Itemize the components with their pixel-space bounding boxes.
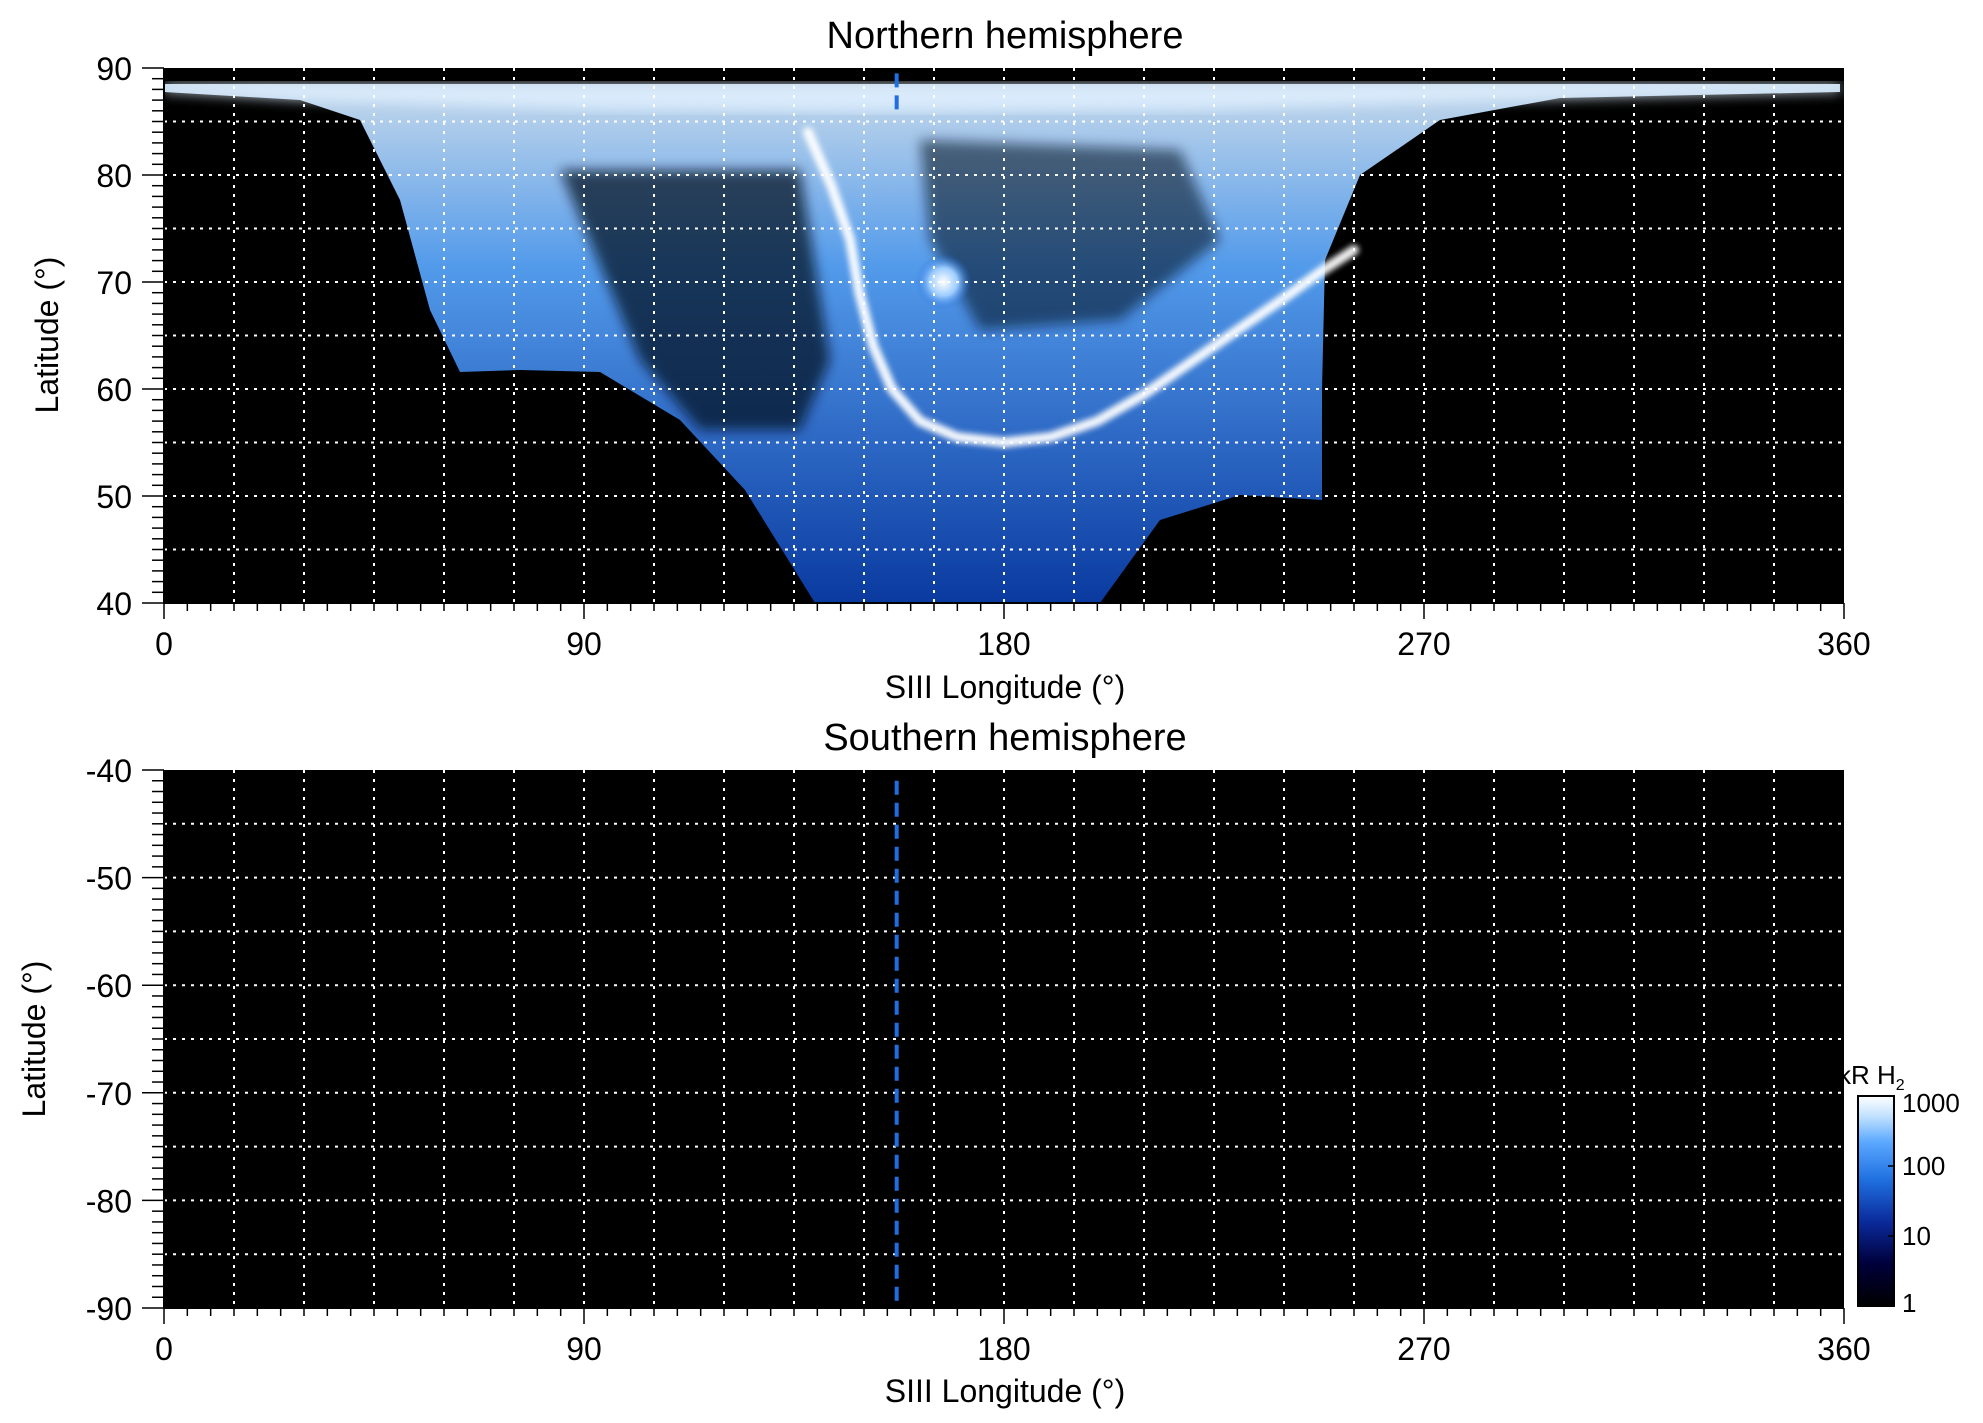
polar-spot [915, 254, 972, 310]
axes: 0 90 180 270 360 -40 -50 -60 -70 -80 -90 [86, 753, 1871, 1367]
colorbar-tick-label: 1 [1902, 1288, 1916, 1318]
colorbar-tick-label: 1000 [1902, 1088, 1960, 1118]
colorbar-ticks: 1000 100 10 1 [1888, 1088, 1960, 1318]
northern-hemisphere-panel: Northern hemisphere 0 90 180 270 360 90 80 70 60… [29, 15, 1871, 705]
y-tick-label: 40 [96, 586, 132, 622]
grid [164, 770, 1844, 1308]
x-tick-label: 270 [1397, 1331, 1450, 1367]
x-axis-label: SIII Longitude (°) [885, 669, 1125, 705]
grid [164, 68, 1844, 603]
x-tick-label: 180 [977, 1331, 1030, 1367]
y-tick-label: -80 [86, 1183, 132, 1219]
y-tick-label: 60 [96, 372, 132, 408]
y-axis-label: Latitude (°) [16, 961, 52, 1118]
colorbar: kR H2 1000 100 10 1 [1838, 1060, 1960, 1318]
y-tick-label: 80 [96, 158, 132, 194]
colorbar-tick-label: 10 [1902, 1221, 1931, 1251]
y-axis-label: Latitude (°) [29, 257, 65, 414]
y-tick-label: -70 [86, 1076, 132, 1112]
y-tick-label: -90 [86, 1291, 132, 1327]
colorbar-tick-label: 100 [1902, 1151, 1945, 1181]
x-tick-label: 360 [1817, 1331, 1870, 1367]
panel-title: Southern hemisphere [823, 717, 1186, 759]
x-tick-label: 90 [566, 626, 602, 662]
colorbar-label: kR H2 [1838, 1060, 1905, 1094]
x-tick-label: 90 [566, 1331, 602, 1367]
colorbar-gradient [1857, 1095, 1895, 1307]
x-tick-label: 180 [977, 626, 1030, 662]
y-tick-label: -60 [86, 968, 132, 1004]
x-tick-label: 0 [155, 626, 173, 662]
y-tick-label: 70 [96, 265, 132, 301]
x-axis-label: SIII Longitude (°) [885, 1373, 1125, 1409]
y-tick-label: -50 [86, 861, 132, 897]
axes: 0 90 180 270 360 90 80 70 60 50 40 [96, 51, 1870, 662]
y-tick-label: 90 [96, 51, 132, 87]
y-tick-label: 50 [96, 479, 132, 515]
panel-title: Northern hemisphere [827, 15, 1184, 57]
southern-hemisphere-panel: Southern hemisphere 0 90 180 270 360 -40 -50 -6… [16, 717, 1871, 1409]
y-tick-label: -40 [86, 753, 132, 789]
x-tick-label: 270 [1397, 626, 1450, 662]
dark-interior [560, 170, 830, 430]
x-tick-label: 360 [1817, 626, 1870, 662]
x-tick-label: 0 [155, 1331, 173, 1367]
